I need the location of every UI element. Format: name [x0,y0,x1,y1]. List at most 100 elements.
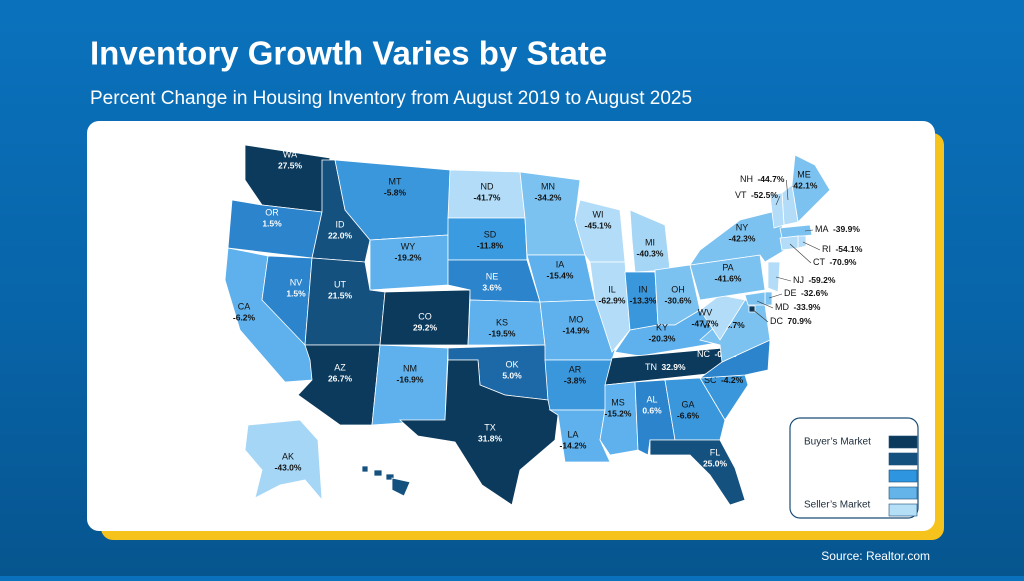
state-shape [589,261,631,353]
state-abbr: NM [403,363,417,373]
legend-swatch [888,469,918,483]
legend-swatch [888,452,918,466]
state-abbr: IA [556,259,565,269]
state-value: -14.2% [560,440,587,450]
state-value: -32.6% [801,288,828,298]
state-value: -11.8% [477,240,504,250]
state-value: -44.7% [757,174,784,184]
state-abbr: NV [290,277,303,287]
state-value: 3.6% [482,282,502,292]
state-abbr: RI [822,244,831,254]
state-abbr: GA [681,399,694,409]
state-value: -20.3% [649,333,676,343]
state-abbr: SC [704,375,717,385]
state-value: -4.2% [721,375,744,385]
state-abbr: PA [722,262,733,272]
state-value: 32.9% [661,362,686,372]
state-abbr: MS [611,397,625,407]
state-value: 29.2% [413,322,438,332]
state-abbr: CT [813,257,825,267]
state-value: -45.1% [585,220,612,230]
subtitle: Percent Change in Housing Inventory from… [90,88,692,109]
state-value: 27.5% [278,160,303,170]
state-value: -40.3% [637,248,664,258]
state-value: -47.7% [692,318,719,328]
state-value: 25.0% [703,458,728,468]
state-shape [689,209,786,266]
state-label: SC -4.2% [704,372,744,389]
state-shape [371,344,449,426]
state-value: 70.9% [787,316,812,326]
legend-swatch [888,486,918,500]
leader-line [751,308,769,323]
state-value: -41.7% [474,192,501,202]
state-value: -34.7% [718,320,745,330]
state-value: -52.5% [751,190,778,200]
state-abbr: OR [265,207,279,217]
state-shape [767,261,781,293]
state-label: VT -52.5% [735,187,778,204]
state-abbr: NJ [793,275,804,285]
state-shape [797,235,807,249]
state-abbr: MN [541,181,555,191]
state-abbr: KS [496,317,508,327]
state-shape [764,291,773,306]
leader-line [789,243,812,264]
state-abbr: MT [389,176,402,186]
state-label: DE -32.6% [784,285,828,302]
state-value: -39.9% [833,224,860,234]
state-abbr: WY [401,241,416,251]
state-abbr: NH [740,174,753,184]
state-shape [649,439,746,506]
state-value: -19.5% [489,328,516,338]
leader-line [756,300,774,309]
legend-swatch [888,435,918,449]
state-abbr: NC [697,349,710,359]
state-abbr: ME [797,169,811,179]
leader-line [786,179,789,201]
state-shape [699,294,746,341]
state-abbr: AL [646,394,657,404]
state-label: MA -39.9% [815,221,860,238]
us-map: WA27.5%OR1.5%CA-6.2%NV1.5%ID22.0%MT-5.8%… [224,144,863,506]
state-abbr: MA [815,224,829,234]
state-abbr: IN [639,284,648,294]
source: Source: Realtor.com [821,549,930,563]
state-label: RI -54.1% [822,241,863,258]
state-value: 1.5% [262,218,282,228]
state-value: 1.5% [286,288,306,298]
state-label: NH -44.7% [740,171,785,188]
state-value: -3.8% [564,375,587,385]
state-value: -70.9% [829,257,856,267]
state-value: -41.6% [715,273,742,283]
state-abbr: IL [608,284,616,294]
state-abbr: TN [645,362,657,372]
state-value: -54.1% [835,244,862,254]
state-value: -13.3% [630,295,657,305]
state-value: -34.2% [535,192,562,202]
state-shape [391,477,411,497]
state-value: -59.2% [808,275,835,285]
state-shape [779,235,799,251]
state-shape [599,381,639,456]
state-abbr: MO [569,314,584,324]
state-abbr: FL [710,447,721,457]
state-abbr: OH [671,284,685,294]
state-abbr: HI [384,479,393,489]
state-abbr: WI [593,209,604,219]
state-value: -15.4% [547,270,574,280]
state-shape [398,359,559,506]
state-abbr: VT [735,190,747,200]
state-value: 5.0% [502,370,522,380]
state-abbr: LA [567,429,578,439]
title: Inventory Growth Varies by State [90,35,607,72]
state-value: -42.3% [729,233,756,243]
state-shape [244,419,323,502]
state-abbr: ID [336,219,346,229]
state-abbr: WA [283,149,297,159]
state-value: 21.5% [328,290,353,300]
state-value: -19.2% [395,252,422,262]
state-abbr: KY [656,322,668,332]
leader-line [775,276,792,282]
state-shape [373,469,383,477]
